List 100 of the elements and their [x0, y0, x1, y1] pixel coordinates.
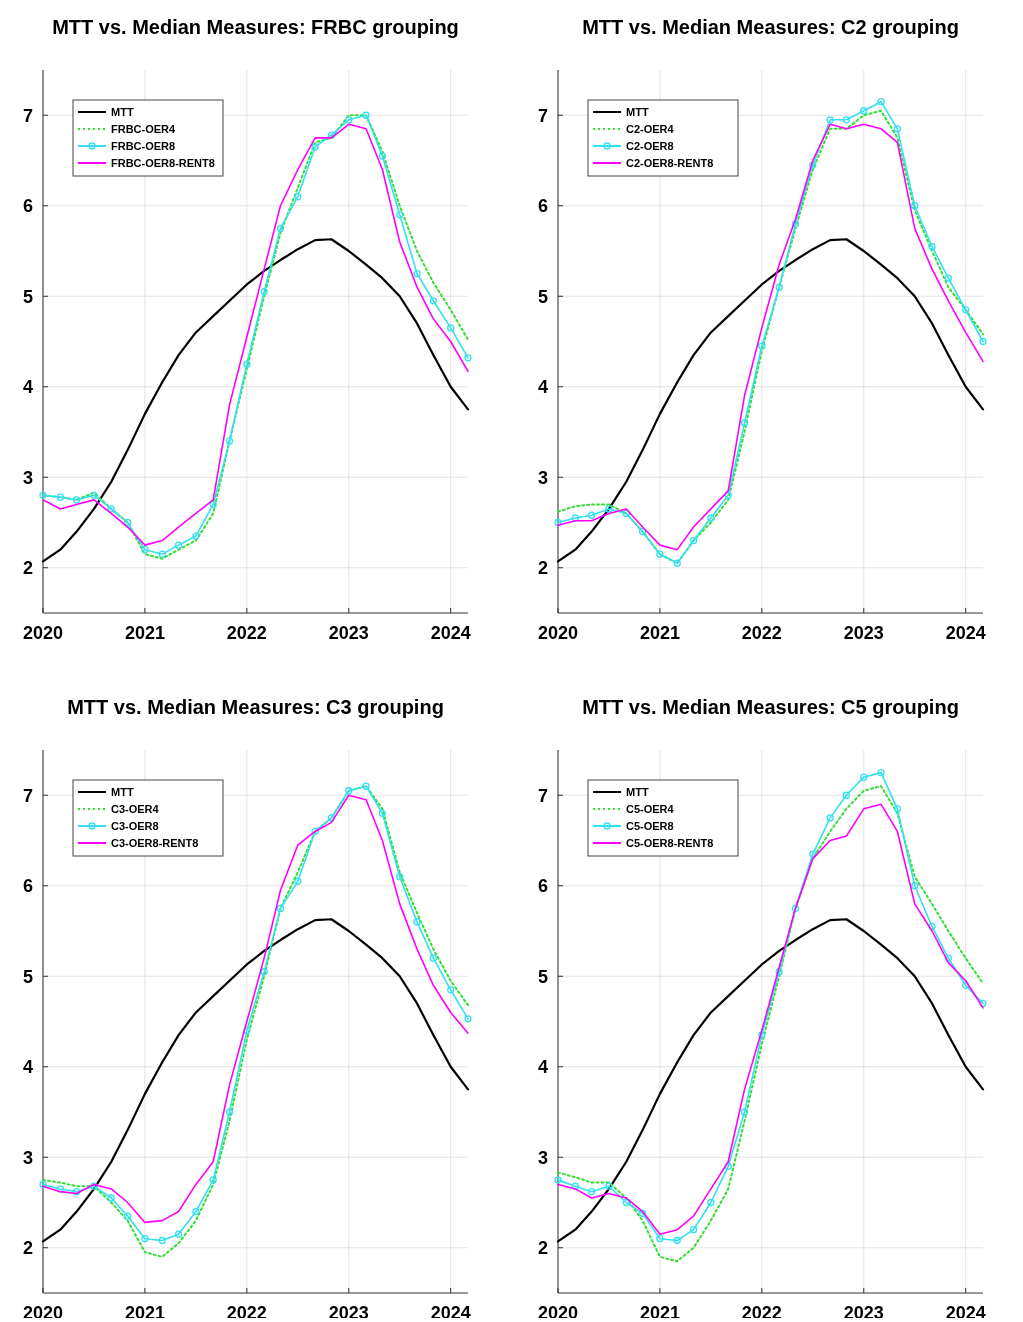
point [141, 1235, 149, 1243]
point [911, 202, 919, 210]
point [622, 1198, 630, 1207]
point [842, 791, 851, 799]
point [192, 532, 200, 540]
point [311, 827, 319, 836]
point [944, 954, 952, 962]
point [944, 274, 952, 282]
legend-label: C2-OER8-RENT8 [626, 156, 714, 169]
chart-title: MTT vs. Median Measures: FRBC grouping [52, 16, 459, 38]
point [260, 288, 268, 296]
point [689, 1226, 698, 1234]
point [928, 242, 936, 251]
legend-label: MTT [626, 785, 649, 798]
point [260, 968, 268, 976]
point [826, 116, 834, 124]
y-tick-label: 6 [537, 196, 548, 217]
chart-title: MTT vs. Median Measures: C5 grouping [582, 696, 959, 718]
point [413, 918, 421, 926]
point [809, 850, 817, 858]
point [775, 968, 783, 976]
point [554, 518, 562, 527]
point [826, 814, 834, 822]
y-tick-label: 5 [537, 966, 548, 987]
y-tick-label: 4 [537, 1057, 548, 1078]
y-tick-label: 3 [22, 1147, 33, 1168]
point [72, 1187, 81, 1196]
legend-label: C2-OER8 [626, 139, 674, 152]
x-tick-label: 2024 [945, 623, 986, 643]
point [345, 787, 353, 795]
y-tick-label: 4 [537, 377, 548, 398]
point [276, 904, 285, 913]
y-tick-label: 3 [537, 467, 548, 488]
y-tick-label: 3 [22, 467, 33, 488]
point [860, 107, 868, 115]
point [141, 546, 149, 554]
legend-label: MTT [111, 105, 134, 118]
point [362, 782, 370, 790]
point [362, 111, 370, 119]
legend-label: C5-OER4 [626, 802, 675, 815]
point [447, 986, 455, 994]
y-tick-label: 6 [537, 876, 548, 897]
point [345, 116, 353, 124]
point [740, 419, 749, 427]
x-tick-label: 2022 [741, 623, 782, 643]
point [464, 354, 472, 362]
point [447, 324, 455, 332]
point [123, 1212, 132, 1220]
x-tick-label: 2022 [226, 623, 267, 643]
line-series [41, 238, 470, 563]
point [378, 152, 387, 160]
point [673, 559, 681, 567]
point [243, 360, 251, 368]
point [622, 509, 630, 518]
point [605, 1182, 613, 1190]
point [327, 131, 336, 139]
point [158, 550, 166, 558]
x-tick-label: 2020 [537, 623, 579, 643]
point [758, 342, 766, 350]
y-tick-label: 2 [537, 1238, 548, 1259]
legend-label: MTT [111, 785, 134, 798]
point [638, 527, 647, 536]
point [656, 550, 664, 558]
point [571, 1182, 579, 1190]
x-tick-label: 2021 [124, 623, 165, 643]
y-tick-label: 2 [22, 558, 33, 579]
legend-label: C3-OER8 [111, 819, 159, 832]
legend-label: FRBC-OER4 [111, 122, 177, 135]
point [707, 1198, 715, 1207]
point [429, 954, 437, 962]
point [962, 981, 970, 989]
point [791, 904, 800, 913]
y-tick-label: 7 [22, 785, 33, 806]
legend-label: FRBC-OER8-RENT8 [111, 156, 215, 169]
point [791, 220, 800, 228]
y-tick-label: 4 [22, 377, 33, 398]
point [225, 1108, 234, 1116]
point [158, 1236, 166, 1245]
y-tick-label: 3 [537, 1147, 548, 1168]
point [689, 536, 698, 545]
y-tick-label: 2 [537, 558, 548, 579]
point [554, 1176, 562, 1184]
point [638, 1209, 647, 1218]
point [605, 505, 613, 513]
point [39, 1180, 47, 1189]
legend-label: C3-OER8-RENT8 [111, 836, 199, 849]
legend-label: MTT [626, 105, 649, 118]
point [724, 491, 732, 499]
point [396, 211, 404, 219]
point [877, 768, 885, 777]
point [39, 491, 47, 499]
point [90, 1182, 98, 1190]
point [928, 922, 936, 931]
point [123, 518, 132, 527]
point [877, 98, 885, 106]
point [107, 505, 115, 513]
y-tick-label: 5 [22, 286, 33, 307]
line-series [41, 918, 470, 1243]
point [962, 306, 970, 314]
point [842, 116, 851, 124]
